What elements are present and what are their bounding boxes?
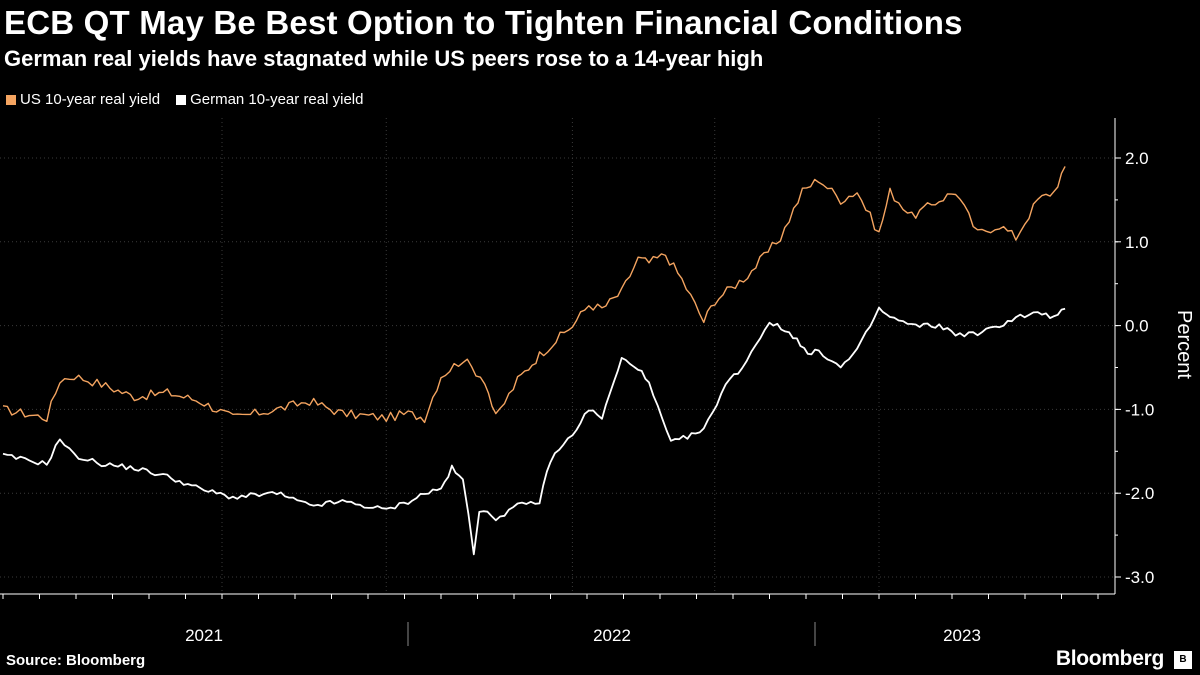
german-real-yield-line [2, 306, 1066, 556]
legend-label-us: US 10-year real yield [20, 91, 161, 108]
y-axis-label: Percent [1173, 310, 1195, 379]
y-tick-label: 2.0 [1125, 149, 1149, 168]
x-year-label: 2023 [943, 626, 981, 645]
y-tick-label: 1.0 [1125, 233, 1149, 252]
legend-item-us: US 10-year real yield [6, 91, 160, 108]
chart-legend: US 10-year real yield German 10-year rea… [6, 91, 379, 108]
legend-item-germany: German 10-year real yield [176, 91, 363, 108]
legend-swatch-us [6, 94, 16, 105]
y-tick-label: -2.0 [1125, 484, 1154, 503]
source-note: Source: Bloomberg [6, 652, 146, 669]
us-real-yield-line [2, 166, 1066, 424]
y-tick-label: -3.0 [1125, 568, 1154, 587]
x-year-label: 2021 [185, 626, 223, 645]
y-tick-label: 0.0 [1125, 317, 1149, 336]
chart-subtitle: German real yields have stagnated while … [4, 46, 764, 71]
legend-swatch-germany [176, 94, 187, 105]
bloomberg-logo: Bloomberg [1055, 647, 1164, 670]
x-year-label: 2022 [593, 626, 631, 645]
y-tick-label: -1.0 [1125, 400, 1154, 419]
legend-label-germany: German 10-year real yield [190, 91, 364, 108]
bloomberg-mark-icon: B [1174, 651, 1192, 669]
chart-title: ECB QT May Be Best Option to Tighten Fin… [4, 4, 963, 41]
